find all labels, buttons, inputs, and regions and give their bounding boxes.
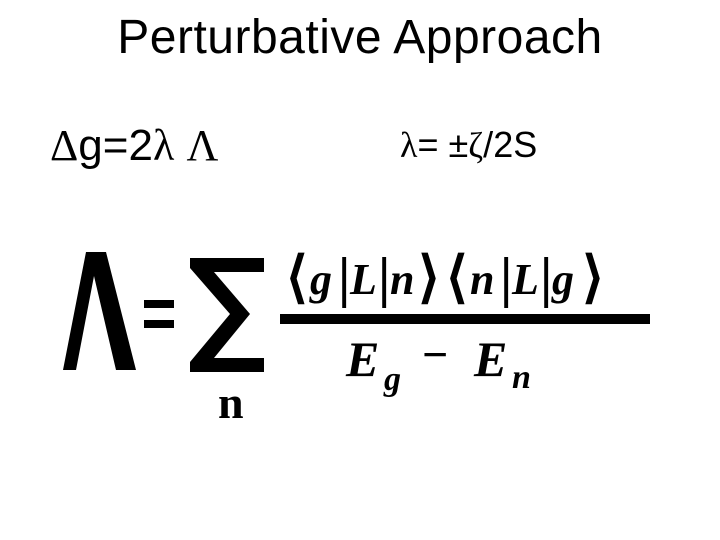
svg-text:|: | xyxy=(338,247,350,309)
equals-sign: = xyxy=(103,121,129,170)
denominator: E g − E n xyxy=(345,329,531,398)
plus-minus-sign: ± xyxy=(439,124,469,165)
svg-text:g: g xyxy=(309,255,332,304)
equals-sign-2: = xyxy=(417,124,438,165)
space xyxy=(174,121,186,170)
svg-text:g: g xyxy=(383,361,401,398)
fraction-bar xyxy=(280,314,650,324)
svg-text:n: n xyxy=(470,255,494,304)
svg-text:n: n xyxy=(512,359,531,396)
svg-text:⟨: ⟨ xyxy=(286,247,308,309)
numerator: ⟨ g | L | n ⟩ ⟨ n | L | g ⟩ xyxy=(286,247,604,309)
svg-text:|: | xyxy=(500,247,512,309)
two-digit: 2 xyxy=(128,121,152,170)
upper-lambda-symbol: Λ xyxy=(187,121,219,170)
two-digit-2: 2 xyxy=(493,124,513,165)
g-letter: g xyxy=(78,121,102,170)
svg-text:|: | xyxy=(540,247,552,309)
equation-delta-g: Δg=2λ Λ xyxy=(50,120,218,171)
slide: Perturbative Approach Δg=2λ Λ λ= ±ζ/2S n xyxy=(0,0,720,540)
svg-text:E: E xyxy=(473,331,507,387)
svg-text:−: − xyxy=(422,329,448,380)
lambda-symbol: λ xyxy=(153,121,174,170)
lambda-glyph xyxy=(63,252,136,370)
sigma-glyph xyxy=(190,258,264,372)
slide-title: Perturbative Approach xyxy=(0,10,720,65)
svg-text:L: L xyxy=(349,255,377,304)
svg-text:E: E xyxy=(345,331,379,387)
svg-text:|: | xyxy=(378,247,390,309)
formula-svg: n ⟨ g | L | n ⟩ ⟨ n | L | g ⟩ xyxy=(58,240,658,440)
equals-glyph xyxy=(144,300,174,328)
svg-text:⟨: ⟨ xyxy=(446,247,468,309)
sum-index-n: n xyxy=(218,377,244,428)
slash: / xyxy=(483,124,493,165)
svg-text:⟩: ⟩ xyxy=(582,247,604,309)
svg-text:L: L xyxy=(511,255,539,304)
zeta-symbol: ζ xyxy=(468,125,483,165)
equation-lambda-value: λ= ±ζ/2S xyxy=(400,124,537,166)
upper-delta-symbol: Δ xyxy=(50,121,78,170)
lambda-symbol-2: λ xyxy=(400,125,417,165)
svg-text:⟩: ⟩ xyxy=(418,247,440,309)
svg-text:n: n xyxy=(390,255,414,304)
svg-text:g: g xyxy=(551,255,574,304)
main-formula: n ⟨ g | L | n ⟩ ⟨ n | L | g ⟩ xyxy=(58,240,658,440)
S-letter: S xyxy=(513,124,537,165)
